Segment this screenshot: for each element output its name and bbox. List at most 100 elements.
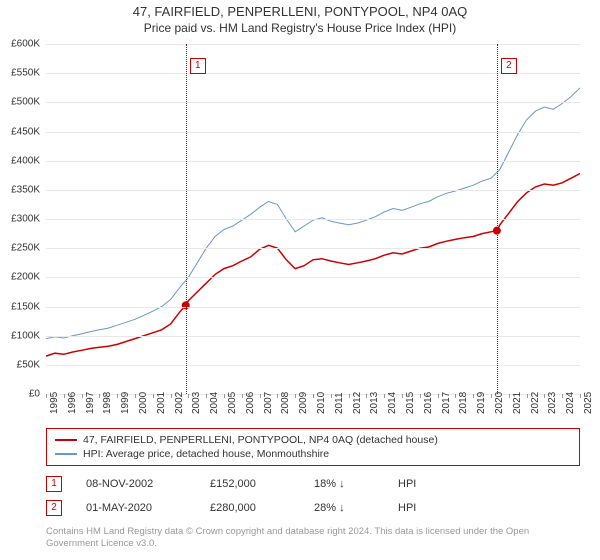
x-axis-label: 2011 [334, 392, 345, 414]
x-tick [242, 394, 243, 398]
legend-text: HPI: Average price, detached house, Monm… [83, 448, 329, 460]
chart-plot-area: £0£50K£100K£150K£200K£250K£300K£350K£400… [46, 44, 580, 394]
x-tick [438, 394, 439, 398]
x-tick [509, 394, 510, 398]
x-axis-label: 2021 [512, 392, 523, 414]
x-tick [366, 394, 367, 398]
transaction-vs: HPI [398, 502, 416, 514]
y-axis-label: £50K [0, 359, 40, 370]
x-tick [384, 394, 385, 398]
x-axis-label: 2017 [441, 392, 452, 414]
series-hpi [46, 88, 580, 339]
marker-vline [497, 44, 498, 394]
legend-text: 47, FAIRFIELD, PENPERLLENI, PONTYPOOL, N… [83, 434, 438, 446]
x-axis-label: 2025 [583, 392, 594, 414]
grid-line [46, 219, 580, 220]
x-axis-label: 2014 [387, 392, 398, 414]
x-tick [224, 394, 225, 398]
x-axis-label: 2024 [565, 392, 576, 414]
transaction-date: 01-MAY-2020 [86, 502, 186, 514]
x-axis-label: 2007 [263, 392, 274, 414]
x-axis-label: 2000 [138, 392, 149, 414]
grid-line [46, 102, 580, 103]
x-tick [117, 394, 118, 398]
x-axis-label: 1999 [120, 392, 131, 414]
transaction-pct: 18% ↓ [314, 478, 374, 490]
x-axis-label: 2003 [191, 392, 202, 414]
x-tick [455, 394, 456, 398]
y-axis-label: £300K [0, 214, 40, 225]
y-axis-label: £400K [0, 155, 40, 166]
x-axis-label: 2004 [209, 392, 220, 414]
y-axis-label: £0 [0, 389, 40, 400]
transaction-marker: 2 [46, 500, 62, 516]
transaction-row: 2 01-MAY-2020 £280,000 28% ↓ HPI [46, 496, 580, 520]
transaction-vs: HPI [398, 478, 416, 490]
x-axis-label: 2010 [316, 392, 327, 414]
x-tick [331, 394, 332, 398]
y-axis-label: £450K [0, 126, 40, 137]
x-axis-label: 2013 [369, 392, 380, 414]
x-tick [420, 394, 421, 398]
grid-line [46, 336, 580, 337]
chart-subtitle: Price paid vs. HM Land Registry's House … [0, 21, 600, 35]
y-axis-label: £250K [0, 243, 40, 254]
transaction-price: £280,000 [210, 502, 290, 514]
x-tick [402, 394, 403, 398]
x-axis-label: 2022 [530, 392, 541, 414]
x-tick [277, 394, 278, 398]
x-axis-label: 2002 [174, 392, 185, 414]
x-tick [153, 394, 154, 398]
title-area: 47, FAIRFIELD, PENPERLLENI, PONTYPOOL, N… [0, 0, 600, 35]
x-tick [206, 394, 207, 398]
legend-row: HPI: Average price, detached house, Monm… [55, 447, 571, 461]
x-tick [313, 394, 314, 398]
grid-line [46, 277, 580, 278]
y-axis-label: £100K [0, 330, 40, 341]
x-tick [295, 394, 296, 398]
transaction-marker: 1 [46, 476, 62, 492]
x-tick [562, 394, 563, 398]
x-tick [349, 394, 350, 398]
marker-label: 2 [501, 58, 517, 74]
x-axis-label: 2018 [458, 392, 469, 414]
x-tick [544, 394, 545, 398]
x-tick [473, 394, 474, 398]
legend-box: 47, FAIRFIELD, PENPERLLENI, PONTYPOOL, N… [46, 428, 580, 466]
y-axis-label: £500K [0, 97, 40, 108]
transaction-date: 08-NOV-2002 [86, 478, 186, 490]
x-axis-label: 1997 [85, 392, 96, 414]
x-tick [135, 394, 136, 398]
transaction-pct: 28% ↓ [314, 502, 374, 514]
x-tick [99, 394, 100, 398]
grid-line [46, 44, 580, 45]
x-axis-label: 2020 [494, 392, 505, 414]
y-axis-label: £600K [0, 39, 40, 50]
marker-vline [186, 44, 187, 394]
legend-swatch [55, 453, 77, 455]
x-axis-label: 1996 [67, 392, 78, 414]
series-property [46, 174, 580, 357]
legend-swatch [55, 439, 77, 441]
transaction-row: 1 08-NOV-2002 £152,000 18% ↓ HPI [46, 472, 580, 496]
transaction-price: £152,000 [210, 478, 290, 490]
x-tick [580, 394, 581, 398]
grid-line [46, 248, 580, 249]
y-axis-label: £550K [0, 68, 40, 79]
x-axis-label: 1998 [102, 392, 113, 414]
x-axis-label: 2015 [405, 392, 416, 414]
grid-line [46, 132, 580, 133]
license-text: Contains HM Land Registry data © Crown c… [46, 526, 580, 551]
x-tick [171, 394, 172, 398]
x-axis-label: 2012 [352, 392, 363, 414]
x-tick [260, 394, 261, 398]
grid-line [46, 365, 580, 366]
x-axis-label: 2006 [245, 392, 256, 414]
x-axis-label: 2019 [476, 392, 487, 414]
x-tick [82, 394, 83, 398]
legend-row: 47, FAIRFIELD, PENPERLLENI, PONTYPOOL, N… [55, 433, 571, 447]
x-tick [527, 394, 528, 398]
transaction-table: 1 08-NOV-2002 £152,000 18% ↓ HPI 2 01-MAY-2020… [46, 472, 580, 520]
x-tick [64, 394, 65, 398]
x-axis-label: 2016 [423, 392, 434, 414]
